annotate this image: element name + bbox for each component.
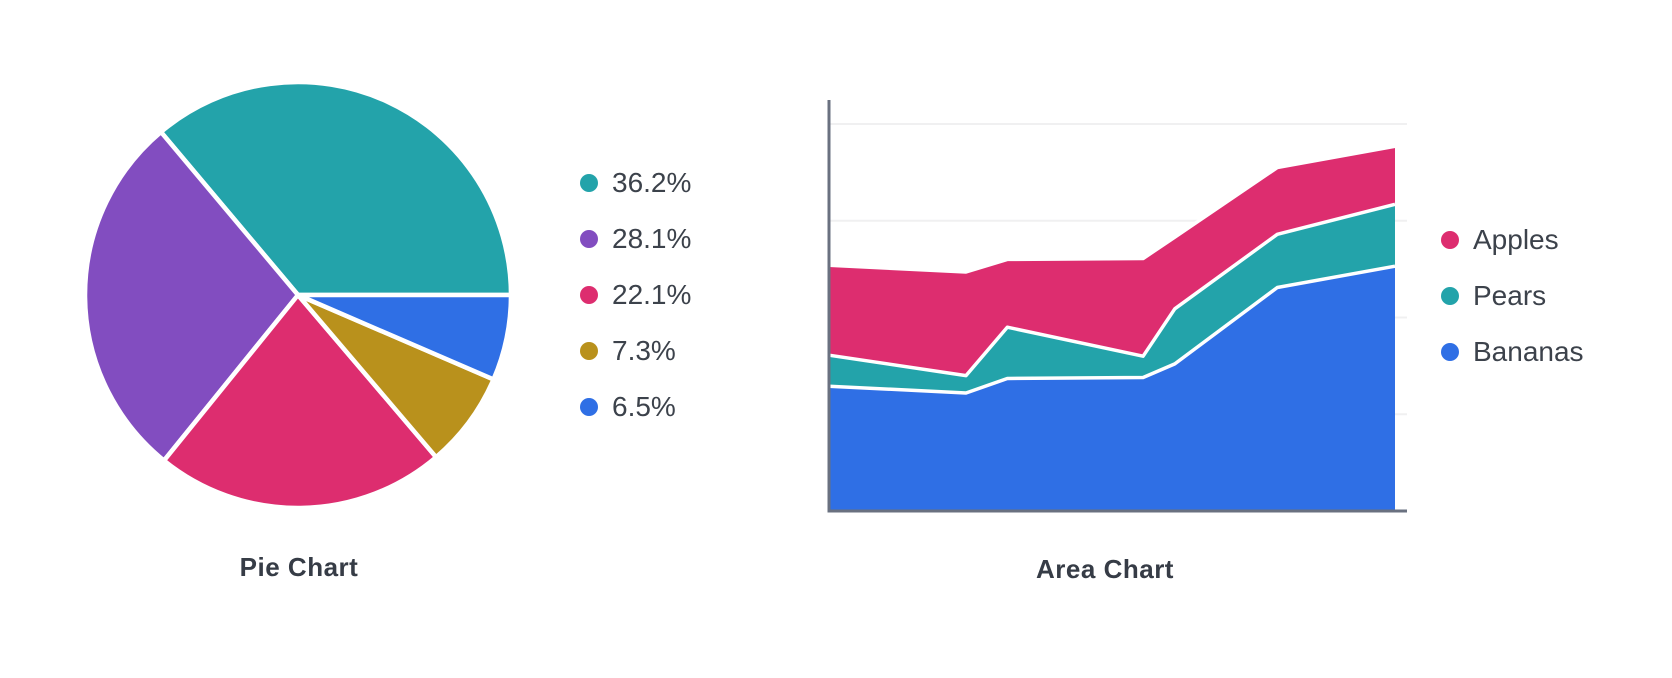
pie-legend-item-1[interactable]: 28.1%	[580, 225, 691, 253]
series-separator-line	[828, 144, 1396, 274]
pie-legend-label: 36.2%	[612, 167, 692, 198]
area-legend-item-2[interactable]: Bananas	[1441, 338, 1584, 366]
area-legend-dot	[1441, 343, 1459, 361]
area-legend-label: Pears	[1473, 280, 1547, 311]
area-legend-dot	[1441, 231, 1459, 249]
pie-legend-label: 7.3%	[612, 335, 676, 366]
pie-chart[interactable]	[60, 60, 536, 526]
pie-legend-dot	[580, 174, 598, 192]
pie-legend-dot	[580, 230, 598, 248]
area-legend-dot	[1441, 287, 1459, 305]
pie-legend-item-2[interactable]: 22.1%	[580, 281, 691, 309]
pie-legend-item-3[interactable]: 7.3%	[580, 337, 691, 365]
area-series-bananas[interactable]	[829, 266, 1395, 511]
area-legend-item-0[interactable]: Apples	[1441, 226, 1584, 254]
area-chart-title: Area Chart	[1036, 554, 1174, 584]
pie-legend: 36.2% 28.1% 22.1% 7.3% 6.5%	[580, 169, 691, 421]
pie-slice-1[interactable]	[82, 129, 301, 463]
pie-slice-2[interactable]	[161, 292, 439, 511]
pie-legend-dot	[580, 398, 598, 416]
pie-legend-dot	[580, 286, 598, 304]
area-legend-label: Bananas	[1473, 336, 1584, 367]
pie-slice-4[interactable]	[295, 292, 514, 382]
pie-chart-title: Pie Chart	[239, 552, 359, 582]
series-separator-line	[828, 264, 1396, 395]
pie-legend-item-4[interactable]: 6.5%	[580, 393, 691, 421]
area-legend-label: Apples	[1473, 224, 1559, 255]
area-legend-item-1[interactable]: Pears	[1441, 282, 1584, 310]
pie-slice-0[interactable]	[158, 79, 514, 298]
pie-legend-dot	[580, 342, 598, 360]
pie-legend-label: 22.1%	[612, 279, 692, 310]
area-chart-legend: Apples Pears Bananas	[1441, 226, 1584, 366]
pie-legend-label: 6.5%	[612, 391, 676, 422]
pie-legend-item-0[interactable]: 36.2%	[580, 169, 691, 197]
area-chart[interactable]	[800, 85, 1440, 525]
series-separator-line	[828, 202, 1396, 378]
pie-legend-label: 28.1%	[612, 223, 692, 254]
